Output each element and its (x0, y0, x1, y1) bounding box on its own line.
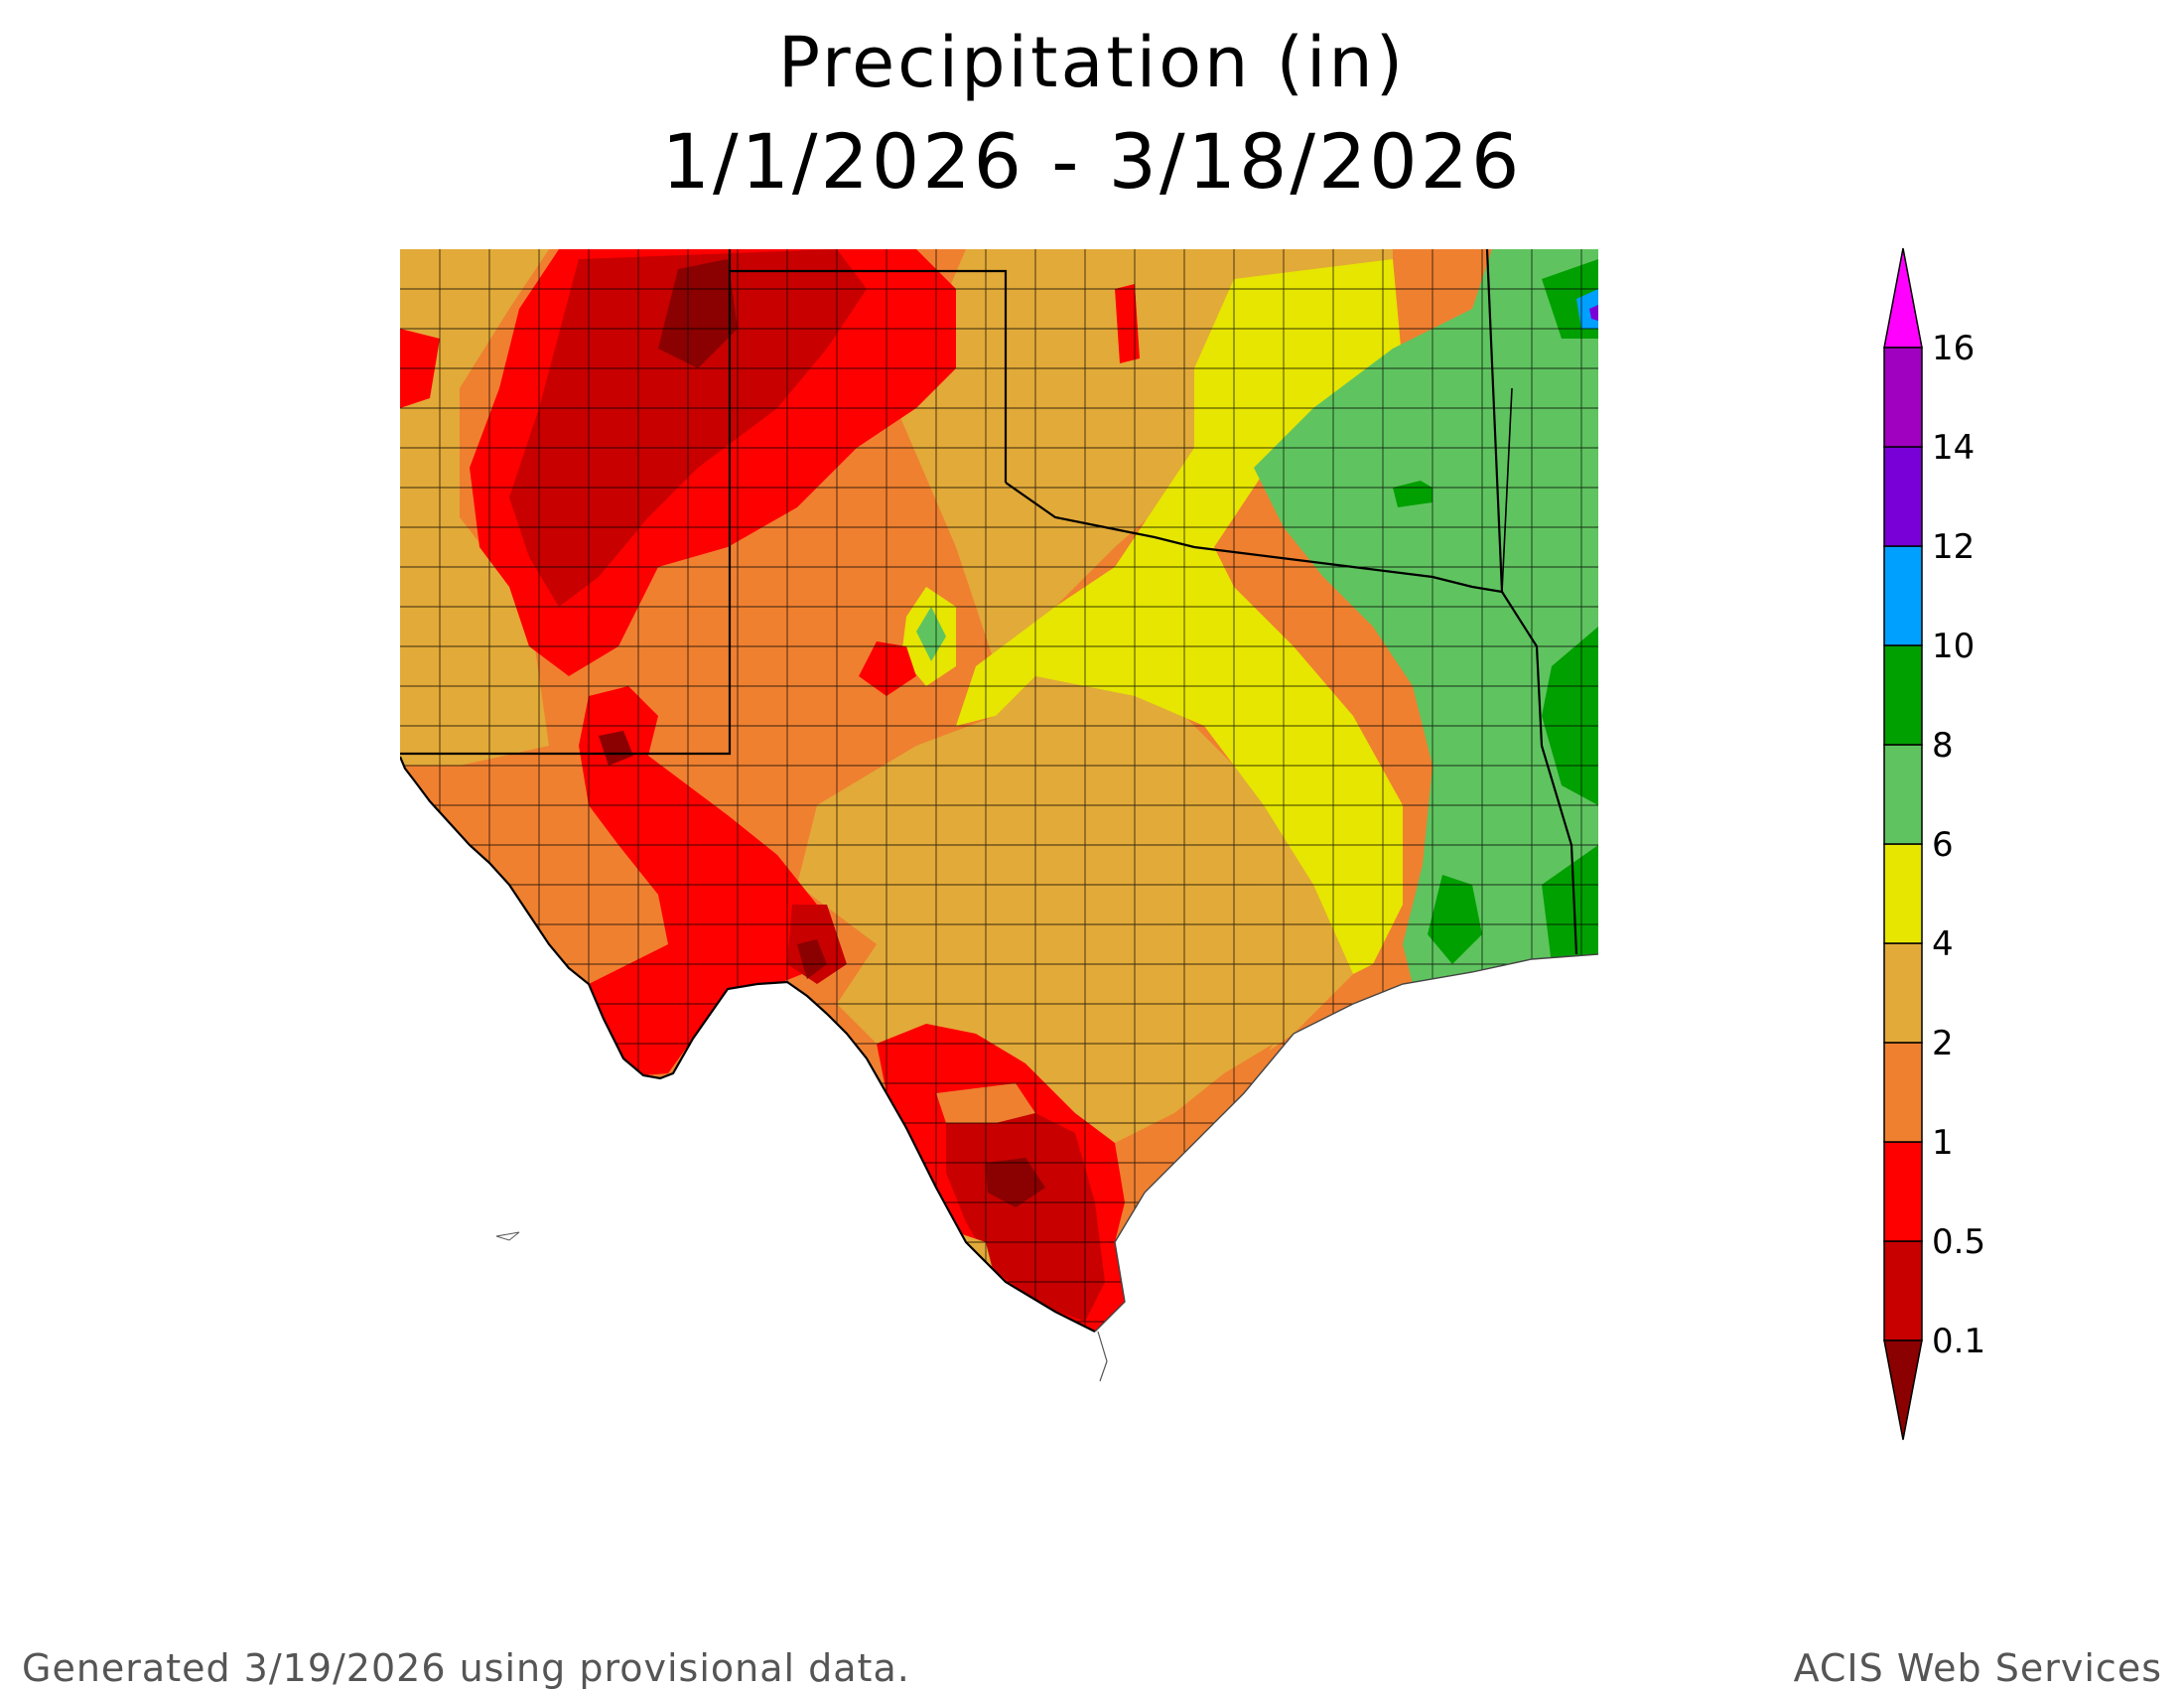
legend-over-arrow (1883, 247, 1923, 349)
precip-zone-wetter-spot (1393, 478, 1433, 507)
legend-swatch (1883, 744, 1923, 845)
louisiana-border (1485, 249, 1578, 955)
precip-zone-wet-spot (916, 607, 946, 661)
precip-zone-dry-darkest-southwest (797, 939, 827, 979)
footer-source: ACIS Web Services (1793, 1646, 2162, 1690)
precip-zone-dry-darkest-west (599, 731, 633, 766)
state-boundaries (400, 249, 1578, 955)
red-river-border (1005, 482, 1503, 594)
precip-zone-mid-island (926, 716, 1184, 885)
legend-swatch (1883, 347, 1923, 448)
precip-zone-dry-spot-north (1115, 284, 1140, 363)
legend-label: 4 (1932, 924, 1954, 964)
map-date-range: 1/1/2026 - 3/18/2026 (661, 117, 1523, 206)
legend-under-arrow (1883, 1339, 1923, 1441)
precip-zone-dry-spot (859, 641, 916, 696)
legend-swatch (1883, 1042, 1923, 1143)
legend-label: 8 (1932, 726, 1954, 766)
legend-swatch (1883, 446, 1923, 547)
legend-swatch (1883, 1141, 1923, 1242)
arkansas-border (1501, 387, 1513, 593)
footer-generated-note: Generated 3/19/2026 using provisional da… (22, 1646, 910, 1690)
legend-label: 12 (1932, 527, 1975, 567)
mexico-coast (1097, 1331, 1108, 1382)
legend-swatch (1883, 545, 1923, 646)
legend-label: 0.5 (1932, 1222, 1985, 1262)
precip-zone-moderate (956, 259, 1403, 974)
precip-zone-wetter-coast (1542, 845, 1598, 964)
legend-label: 1 (1932, 1123, 1954, 1163)
legend-swatch (1883, 644, 1923, 746)
legend-swatch (1883, 1240, 1923, 1341)
legend-swatch (1883, 843, 1923, 944)
legend-swatch (1883, 942, 1923, 1044)
precip-zone-dry-darkest-south (986, 1158, 1045, 1207)
precip-zone-dry-southwest (579, 686, 827, 1075)
legend-label: 2 (1932, 1024, 1954, 1063)
oklahoma-panhandle-border (730, 269, 1008, 483)
precip-zone-wetter-east (1542, 627, 1598, 805)
precipitation-map (400, 249, 1598, 1382)
precip-zone-wet (1254, 249, 1598, 984)
precip-zone-wetter-south (1428, 875, 1482, 964)
legend-label: 6 (1932, 825, 1954, 865)
map-title: Precipitation (in) (777, 22, 1407, 103)
rio-grande-border (400, 756, 1096, 1333)
island-mark (495, 1231, 520, 1241)
gulf-coastline (1094, 953, 1598, 1333)
legend-label: 16 (1932, 329, 1975, 368)
precip-zone-wet-top (1398, 463, 1433, 488)
precip-zone-dry-darkest-north (658, 259, 738, 368)
new-mexico-border (400, 249, 732, 756)
precip-zone-extreme (1589, 305, 1598, 321)
legend-label: 10 (1932, 627, 1975, 666)
legend-label: 14 (1932, 428, 1975, 468)
precip-zone-mid-west (400, 249, 549, 766)
legend-label: 0.1 (1932, 1322, 1985, 1361)
